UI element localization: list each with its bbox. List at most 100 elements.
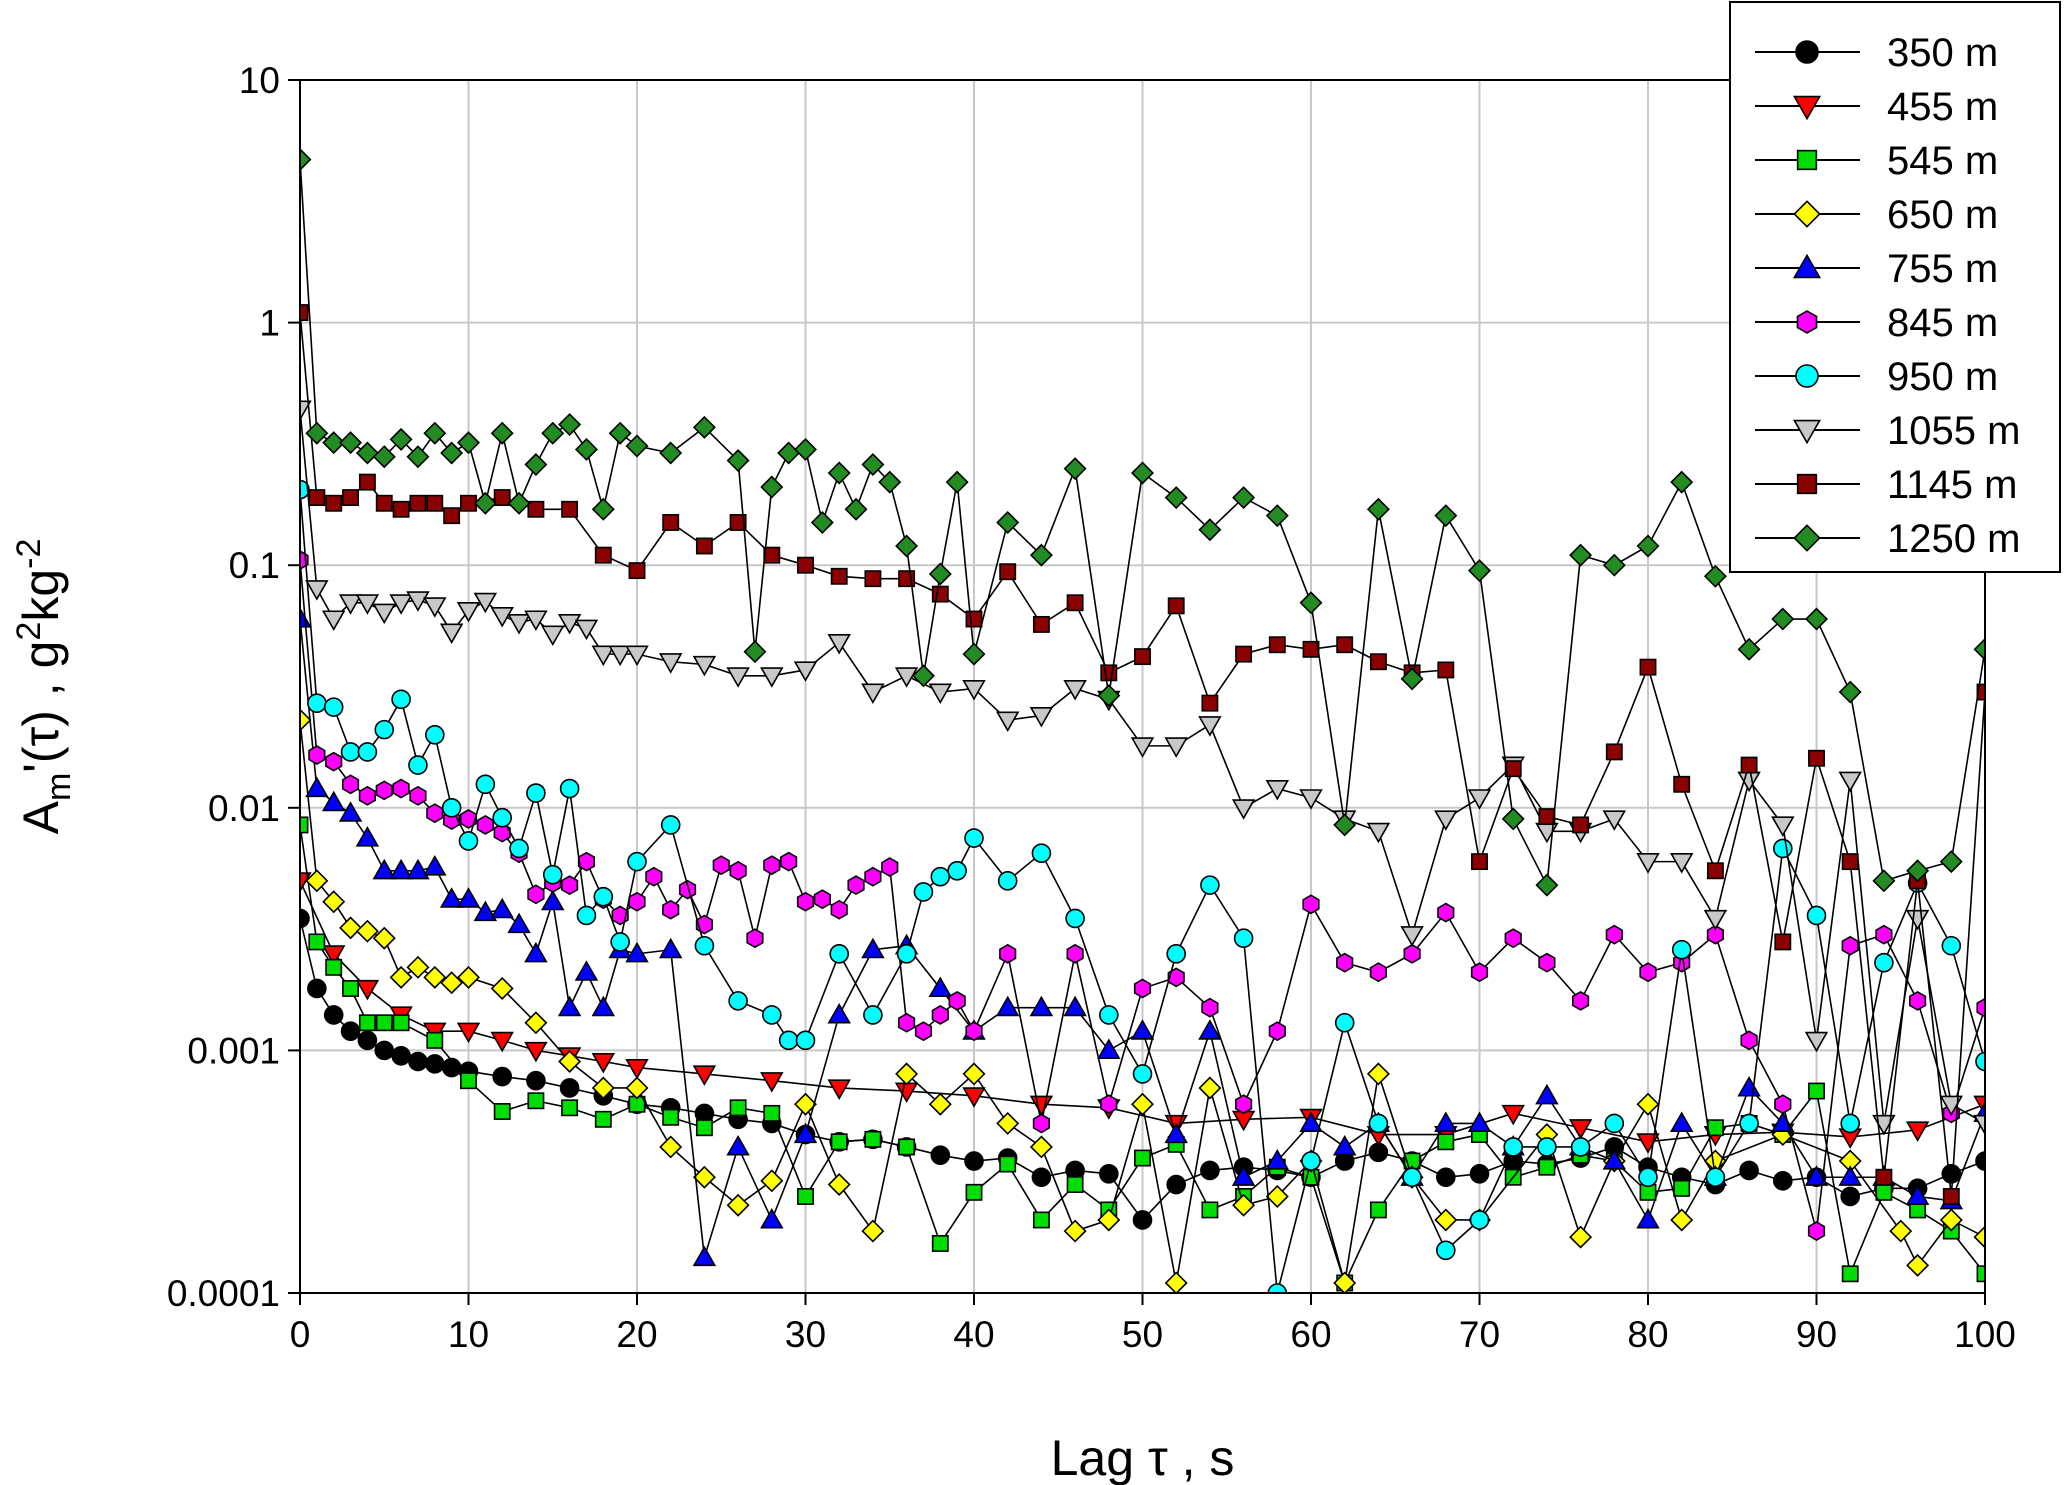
legend-item: 545 m [1755,139,1998,183]
x-axis-title: Lag τ , s [1051,1430,1235,1485]
legend-label: 455 m [1887,85,1998,129]
data-point [743,640,767,664]
data-point [763,546,781,564]
x-tick-label: 30 [785,1314,826,1355]
data-point [1941,1163,1962,1184]
data-point [625,434,649,458]
data-point [1100,1094,1118,1115]
data-point [678,879,697,900]
data-point [627,851,647,872]
data-point [1467,1111,1492,1132]
data-point [456,602,481,623]
data-point [1808,749,1825,767]
data-point [409,785,427,806]
data-point [1470,962,1489,983]
data-point [1164,486,1188,510]
data-point [1164,737,1188,758]
data-point [340,1021,361,1041]
data-point [1333,1271,1357,1293]
data-point [965,1183,983,1201]
data-point [1402,1167,1422,1188]
data-point [307,978,327,999]
series-1250-m [300,148,1985,897]
data-point [372,926,396,950]
data-point [1336,952,1354,973]
data-point [945,470,969,494]
data-point [1201,997,1219,1018]
data-point [375,780,393,801]
data-point [591,1052,616,1074]
data-point [473,900,498,922]
y-tick-label: 10 [239,60,280,101]
data-point [1469,1163,1490,1184]
data-point [763,1104,781,1122]
data-point [995,711,1020,733]
data-point [443,507,461,525]
data-point [1535,822,1559,844]
series-950-m [300,479,1985,1293]
x-tick-label: 20 [616,1314,657,1355]
x-tick-label: 10 [448,1314,489,1355]
data-point [898,1138,916,1156]
data-point [847,875,865,896]
data-point [760,1072,784,1093]
data-point [456,887,481,908]
data-point [527,1092,545,1110]
data-point [1369,962,1387,983]
legend-label: 545 m [1887,139,1998,183]
data-point [340,742,361,762]
x-tick-label: 60 [1290,1314,1331,1355]
data-point [1703,909,1728,931]
data-point [1771,607,1795,631]
data-point [561,500,579,518]
legend-label: 1055 m [1887,409,2020,453]
data-point [964,828,984,848]
data-point [355,919,379,943]
data-point [1673,775,1691,793]
data-point [1572,816,1590,834]
data-point [1806,905,1827,926]
data-point [1706,1119,1724,1137]
data-point [827,461,851,485]
data-point [1538,1158,1556,1176]
data-point [996,1111,1020,1135]
data-point [995,995,1020,1017]
data-point [1232,486,1256,510]
data-point [1841,853,1859,871]
data-point [392,1014,410,1032]
data-point [1265,1184,1289,1208]
data-point [1639,962,1657,983]
data-point [1976,997,1985,1018]
data-point [1400,667,1424,691]
data-point [492,807,513,828]
data-point [1569,1225,1593,1249]
axis-ticks: 0 10 20 30 40 50 60 70 80 90 100 0.0001 0.001 0.01 0.1… [167,60,2016,1355]
data-point [964,1151,984,1171]
data-point [1467,789,1492,810]
data-point [931,585,949,603]
data-point [1231,1165,1256,1186]
data-point [662,899,680,920]
data-point [965,1021,983,1042]
data-point [1201,694,1219,712]
data-point [492,1066,513,1087]
data-point [898,1012,916,1033]
data-point [305,421,329,445]
data-point [338,594,363,615]
data-point [1838,771,1862,793]
data-point [996,510,1020,534]
data-point [440,971,464,995]
data-point [931,1235,949,1252]
data-point [1265,504,1289,528]
data-point [1669,1111,1694,1132]
data-point [321,790,346,812]
data-point [628,891,646,912]
data-point [1838,680,1862,704]
data-point [793,661,818,682]
data-point [591,995,616,1017]
data-point [793,1122,818,1144]
data-point [389,594,413,615]
data-point [1737,1076,1761,1097]
data-point [1029,1095,1054,1117]
